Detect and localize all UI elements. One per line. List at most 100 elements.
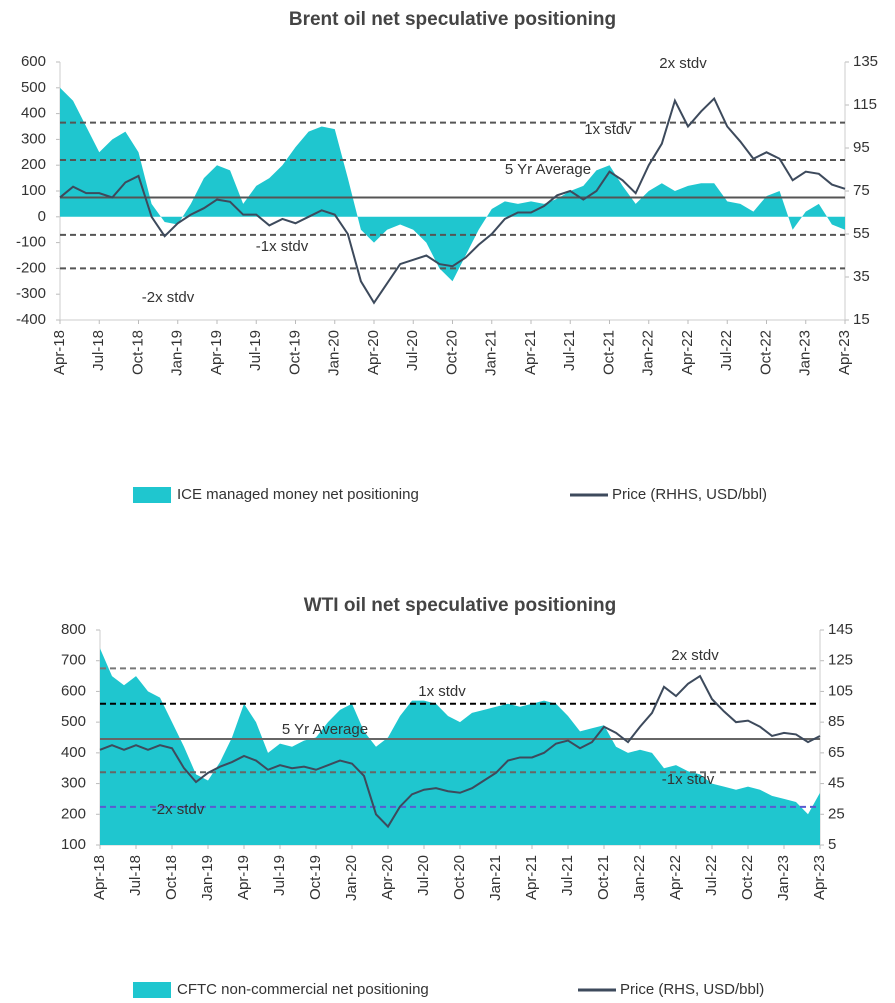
- x-tick-label: Jul-19: [271, 855, 288, 896]
- x-tick-label: Jul-22: [718, 330, 735, 371]
- x-tick-label: Jul-18: [127, 855, 144, 896]
- y2-tick-label: 15: [853, 311, 870, 328]
- x-tick-label: Apr-19: [235, 855, 252, 900]
- area: [100, 648, 820, 845]
- legend-label: Price (RHS, USD/bbl): [620, 981, 764, 998]
- y2-tick-label: 125: [828, 652, 853, 669]
- x-tick-label: Apr-23: [811, 855, 828, 900]
- x-tick-label: Apr-22: [679, 330, 696, 375]
- y2-tick-label: 35: [853, 268, 870, 285]
- x-tick-label: Apr-19: [208, 330, 225, 375]
- x-tick-label: Apr-20: [365, 330, 382, 375]
- x-tick-label: Apr-21: [522, 330, 539, 375]
- x-tick-label: Apr-23: [836, 330, 853, 375]
- reference-label: -1x stdv: [256, 238, 309, 255]
- chart-title: WTI oil net speculative positioning: [304, 595, 616, 616]
- x-tick-label: Jan-21: [487, 855, 504, 901]
- reference-label: -1x stdv: [662, 771, 715, 788]
- y2-tick-label: 75: [853, 182, 870, 199]
- x-tick-label: Oct-18: [129, 330, 146, 375]
- x-tick-label: Oct-20: [443, 330, 460, 375]
- y-tick-label: -200: [16, 259, 46, 276]
- x-tick-label: Jul-21: [561, 330, 578, 371]
- y-tick-label: 100: [21, 182, 46, 199]
- y2-tick-label: 95: [853, 139, 870, 156]
- y-tick-label: -100: [16, 234, 46, 251]
- y2-tick-label: 55: [853, 225, 870, 242]
- legend-label: Price (RHHS, USD/bbl): [612, 486, 767, 503]
- legend-swatch: [133, 982, 171, 998]
- x-tick-label: Oct-22: [757, 330, 774, 375]
- x-tick-label: Jan-19: [199, 855, 216, 901]
- legend-label: CFTC non-commercial net positioning: [177, 981, 429, 998]
- x-tick-label: Oct-19: [286, 330, 303, 375]
- legend-swatch: [133, 487, 171, 503]
- y-tick-label: 300: [21, 130, 46, 147]
- y-tick-label: 800: [61, 621, 86, 638]
- x-tick-label: Oct-19: [307, 855, 324, 900]
- x-tick-label: Oct-20: [451, 855, 468, 900]
- x-tick-label: Jan-23: [797, 330, 814, 376]
- x-tick-label: Apr-22: [667, 855, 684, 900]
- x-tick-label: Apr-21: [523, 855, 540, 900]
- y2-tick-label: 65: [828, 744, 845, 761]
- y-tick-label: 500: [61, 713, 86, 730]
- x-tick-label: Jan-21: [483, 330, 500, 376]
- x-tick-label: Jan-20: [343, 855, 360, 901]
- y-tick-label: 500: [21, 79, 46, 96]
- y-tick-label: 600: [21, 53, 46, 70]
- reference-label: 1x stdv: [584, 121, 632, 138]
- x-tick-label: Jul-18: [90, 330, 107, 371]
- x-tick-label: Oct-18: [163, 855, 180, 900]
- y2-tick-label: 105: [828, 682, 853, 699]
- y-tick-label: 400: [61, 744, 86, 761]
- x-tick-label: Oct-21: [595, 855, 612, 900]
- reference-label: 1x stdv: [418, 683, 466, 700]
- y2-tick-label: 135: [853, 53, 878, 70]
- chart-title: Brent oil net speculative positioning: [289, 9, 616, 30]
- x-tick-label: Jul-22: [703, 855, 720, 896]
- area: [60, 87, 845, 282]
- x-tick-label: Jan-20: [326, 330, 343, 376]
- reference-label: 5 Yr Average: [282, 721, 368, 738]
- line: [59, 96, 846, 305]
- x-tick-label: Jul-20: [404, 330, 421, 371]
- y-tick-label: 0: [38, 208, 46, 225]
- x-tick-label: Jan-23: [775, 855, 792, 901]
- y2-tick-label: 85: [828, 713, 845, 730]
- y-tick-label: 400: [21, 105, 46, 122]
- x-tick-label: Oct-21: [600, 330, 617, 375]
- reference-label: 2x stdv: [671, 647, 719, 664]
- y-tick-label: 700: [61, 652, 86, 669]
- y-tick-label: -400: [16, 311, 46, 328]
- x-tick-label: Apr-18: [91, 855, 108, 900]
- reference-label: -2x stdv: [152, 801, 205, 818]
- reference-label: 2x stdv: [659, 55, 707, 72]
- x-tick-label: Jul-21: [559, 855, 576, 896]
- reference-label: -2x stdv: [142, 289, 195, 306]
- y-tick-label: 200: [21, 156, 46, 173]
- reference-label: 5 Yr Average: [505, 161, 591, 178]
- x-tick-label: Jan-19: [169, 330, 186, 376]
- x-tick-label: Jan-22: [631, 855, 648, 901]
- y2-tick-label: 145: [828, 621, 853, 638]
- x-tick-label: Apr-18: [51, 330, 68, 375]
- y2-tick-label: 115: [853, 96, 877, 113]
- y2-tick-label: 25: [828, 805, 845, 822]
- x-tick-label: Jan-22: [640, 330, 657, 376]
- line: [99, 674, 821, 829]
- legend-label: ICE managed money net positioning: [177, 486, 419, 503]
- x-tick-label: Jul-20: [415, 855, 432, 896]
- y-tick-label: 200: [61, 805, 86, 822]
- y-tick-label: 300: [61, 775, 86, 792]
- x-tick-label: Apr-20: [379, 855, 396, 900]
- x-tick-label: Oct-22: [739, 855, 756, 900]
- y-tick-label: 600: [61, 682, 86, 699]
- x-tick-label: Jul-19: [247, 330, 264, 371]
- y-tick-label: -300: [16, 285, 46, 302]
- y-tick-label: 100: [61, 836, 86, 853]
- y2-tick-label: 45: [828, 775, 845, 792]
- y2-tick-label: 5: [828, 836, 836, 853]
